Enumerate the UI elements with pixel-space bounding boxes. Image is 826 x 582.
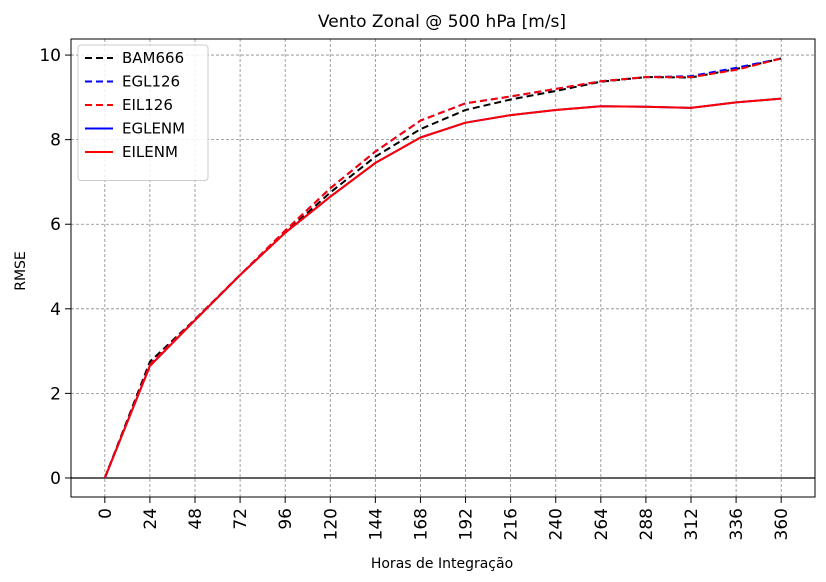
x-axis-label: Horas de Integração [371,556,513,572]
legend-label: EIL126 [122,96,173,114]
y-tick-label: 10 [39,46,61,66]
x-tick-label: 192 [457,508,477,540]
y-tick-label: 0 [50,469,61,489]
series-layer [103,57,782,479]
x-tick-label: 120 [321,508,341,540]
x-tick-label: 168 [411,508,431,540]
x-tick-label: 0 [96,508,116,519]
x-tick-label: 24 [141,508,161,530]
x-tick-label: 96 [276,508,296,530]
x-tick-label: 144 [366,508,386,540]
y-axis-label: RMSE [13,251,29,291]
plot-frame [70,38,816,498]
legend-label: EGLENM [122,120,185,138]
legend-label: BAM666 [122,49,184,67]
y-tick-label: 8 [50,131,61,151]
x-axis-ticks: 0 24 48 72 96 120 144 168 192 216 240 264 288 312 336 3… [96,497,792,540]
legend-label: EILENM [122,143,178,161]
x-tick-label: 216 [502,508,522,540]
chart-title: Vento Zonal @ 500 hPa [m/s] [318,12,566,32]
x-tick-label: 360 [772,508,792,540]
legend: BAM666 EGL126 EIL126 EGLENM EILENM [77,44,209,181]
x-tick-label: 48 [186,508,206,530]
series-line-eil126 [103,57,782,479]
series-line-eilenm [103,97,782,479]
y-tick-label: 4 [50,300,61,320]
x-tick-label: 240 [547,508,567,540]
x-tick-label: 264 [592,508,612,540]
y-tick-label: 2 [50,384,61,404]
legend-label: EGL126 [122,73,180,91]
x-tick-label: 312 [682,508,702,540]
x-tick-label: 336 [727,508,747,540]
x-tick-label: 72 [231,508,251,530]
legend-box [77,44,209,181]
x-tick-label: 288 [637,508,657,540]
y-axis-ticks: 0 2 4 6 8 10 [39,46,71,489]
y-tick-label: 6 [50,215,61,235]
